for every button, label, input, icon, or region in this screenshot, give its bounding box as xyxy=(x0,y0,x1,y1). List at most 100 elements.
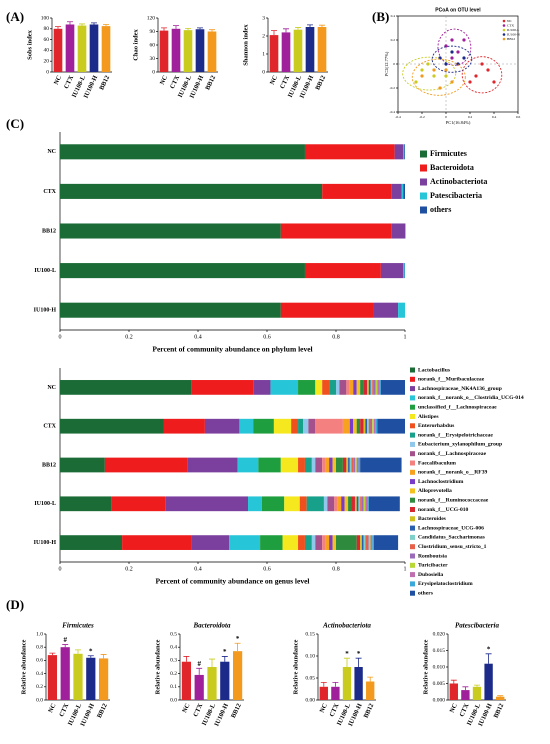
bar-segment xyxy=(163,418,205,434)
legend-label: Firmicutes xyxy=(430,149,467,158)
bar-segment xyxy=(391,223,405,239)
point xyxy=(444,74,448,78)
x-tick-label: 0 xyxy=(445,115,447,119)
x-tick-label: BB12 xyxy=(98,75,111,92)
legend-label: NC xyxy=(507,19,513,23)
point xyxy=(432,74,436,78)
bar-segment xyxy=(282,535,299,550)
bar-segment xyxy=(370,418,373,434)
legend-swatch xyxy=(410,553,415,559)
group-ellipse xyxy=(437,28,472,66)
bar-segment xyxy=(336,457,343,473)
error-bar xyxy=(79,23,85,26)
x-tick-label: CTX xyxy=(192,702,204,718)
x-tick-label: CTX xyxy=(279,74,291,90)
bar-segment xyxy=(327,496,335,512)
bar-segment xyxy=(361,496,364,512)
x-tick-label: CTX xyxy=(58,702,70,718)
bar xyxy=(98,658,109,700)
y-axis-label: PC2(12.77%) xyxy=(384,51,389,76)
legend-swatch xyxy=(502,24,506,27)
x-tick-label: 0.4 xyxy=(194,566,202,572)
bar-segment xyxy=(342,457,347,473)
error-bar xyxy=(103,24,109,27)
bar-segment xyxy=(367,535,369,550)
bar-segment xyxy=(322,457,326,473)
x-axis-label: Percent of community abundance on genus … xyxy=(155,577,309,586)
bar-segment xyxy=(298,535,305,550)
error-bar xyxy=(332,682,339,687)
point xyxy=(474,74,478,78)
bar-segment xyxy=(304,144,395,160)
bar xyxy=(181,661,192,700)
y-tick-label: 60 xyxy=(44,37,50,43)
bar-segment xyxy=(372,380,374,395)
bar xyxy=(207,31,217,72)
point xyxy=(486,68,490,72)
legend-label: IU100-H xyxy=(507,32,520,36)
legend-swatch xyxy=(410,581,415,587)
error-bar xyxy=(62,644,69,648)
bar-segment xyxy=(334,496,338,512)
bar-segment xyxy=(373,302,399,318)
bar-segment xyxy=(363,496,366,512)
bar-segment xyxy=(253,380,271,395)
bar xyxy=(232,651,243,700)
bar-segment xyxy=(304,535,312,550)
y-tick-label: -0.4 xyxy=(389,110,395,114)
error-bar xyxy=(485,653,492,664)
group-ellipse xyxy=(402,56,457,91)
bar-segment xyxy=(354,457,357,473)
bar-segment xyxy=(342,418,350,434)
bar-segment xyxy=(308,418,316,434)
bar-segment xyxy=(351,496,355,512)
legend-swatch xyxy=(502,19,506,23)
point xyxy=(438,86,442,90)
error-bar xyxy=(173,25,179,29)
bar-segment xyxy=(306,496,324,512)
legend-swatch xyxy=(410,460,415,466)
bar-segment xyxy=(298,380,316,395)
error-bar xyxy=(307,24,313,27)
bar-segment xyxy=(358,496,361,512)
y-tick-label: BB12 xyxy=(42,462,56,468)
y-tick-label: CTX xyxy=(43,189,56,195)
bar-segment xyxy=(346,380,350,395)
bar-segment xyxy=(60,418,164,434)
y-tick-label: 20 xyxy=(44,58,50,64)
bar-segment xyxy=(365,418,368,434)
bar-segment xyxy=(253,418,274,434)
y-tick-label: 0.2 xyxy=(36,684,43,690)
bar xyxy=(47,655,58,700)
legend-swatch xyxy=(420,164,427,172)
x-tick-label: NC xyxy=(53,74,63,86)
chart-title: Firmicutes xyxy=(62,622,94,630)
point xyxy=(456,50,460,54)
x-tick-label: NC xyxy=(269,74,279,86)
bar xyxy=(305,27,315,72)
chart-title: Bacteroidota xyxy=(193,622,231,630)
bar-segment xyxy=(60,302,281,318)
bar-segment xyxy=(60,380,192,395)
point xyxy=(432,68,436,72)
bar-segment xyxy=(311,535,316,550)
panel-label: (D) xyxy=(6,597,24,612)
legend-swatch xyxy=(410,441,415,447)
bar-segment xyxy=(365,535,368,550)
bar-segment xyxy=(368,496,400,512)
bar-segment xyxy=(368,380,371,395)
error-bar xyxy=(295,27,301,30)
bar-segment xyxy=(372,418,374,434)
error-bar xyxy=(344,657,350,667)
legend-label: Lachnospiraceae_NK4A136_group xyxy=(418,386,502,392)
bar-segment xyxy=(291,418,299,434)
bar-segment xyxy=(370,535,373,550)
bar xyxy=(195,29,205,72)
annotation: * xyxy=(357,650,361,658)
y-tick-label: 0 xyxy=(46,69,49,75)
legend-swatch xyxy=(502,33,506,36)
chart-title: Patescibacteria xyxy=(455,622,499,630)
x-tick-label: BB12 xyxy=(230,703,243,720)
error-bar xyxy=(196,667,203,675)
